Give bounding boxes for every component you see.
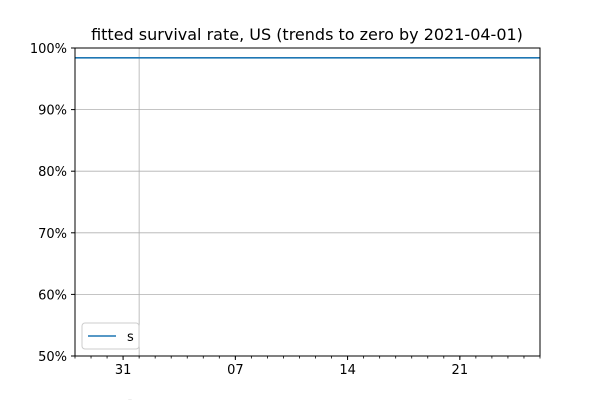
y-tick-label: 70% bbox=[38, 227, 67, 242]
chart-title: fitted survival rate, US (trends to zero… bbox=[91, 25, 523, 44]
grid-lines bbox=[75, 47, 540, 357]
legend: s bbox=[81, 322, 140, 350]
axes: 50% 60% 70% 80% 90% 100% 31 07 14 21 bbox=[30, 42, 541, 378]
y-tick-label: 80% bbox=[38, 165, 67, 180]
x-tick-label: 21 bbox=[452, 363, 469, 378]
x-tick-label: 31 bbox=[115, 363, 132, 378]
x-tick-label: 07 bbox=[227, 363, 244, 378]
y-tick-label: 100% bbox=[30, 42, 67, 57]
y-tick-label: 90% bbox=[38, 104, 67, 119]
y-tick-label: 50% bbox=[38, 350, 67, 365]
y-tick-label: 60% bbox=[38, 288, 67, 303]
x-tick-label: 14 bbox=[339, 363, 356, 378]
partial-x-label: - bbox=[128, 393, 133, 400]
plot-frame bbox=[74, 47, 541, 357]
legend-label: s bbox=[127, 330, 134, 345]
